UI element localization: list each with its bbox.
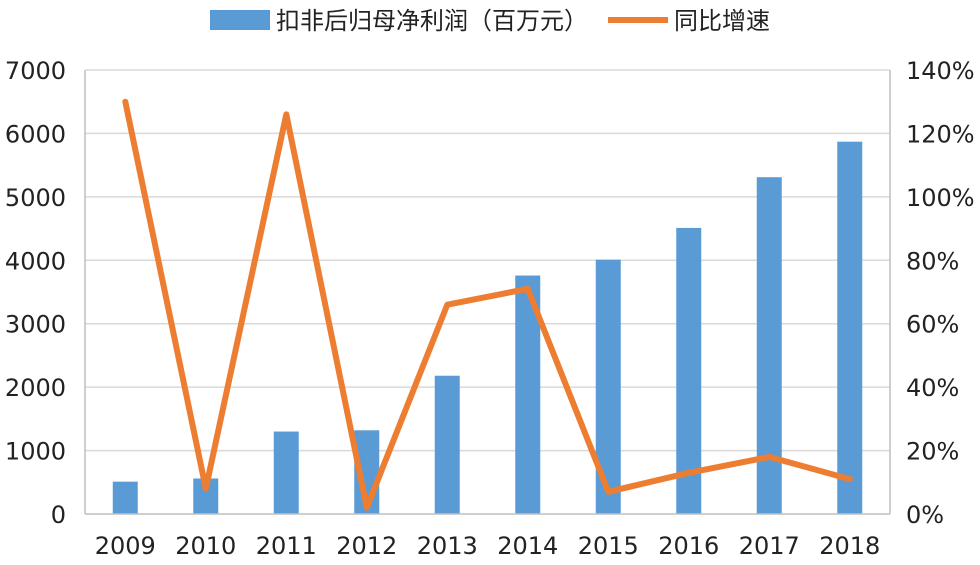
growth-line — [122, 98, 853, 511]
y-right-tick-label: 120% — [906, 120, 975, 148]
y-left-tick-label: 1000 — [5, 438, 66, 466]
legend-label-bar: 扣非后归母净利润（百万元） — [276, 7, 588, 35]
line-point-2011 — [285, 113, 288, 116]
y-left-tick-label: 0 — [51, 501, 66, 529]
y-axis-right-ticks: 0% 20% 40% 60% 80% 100% 120% 140% — [906, 57, 975, 529]
line-point-2017 — [768, 455, 771, 458]
y-right-tick-label: 60% — [906, 311, 959, 339]
x-tick-label: 2017 — [739, 532, 800, 560]
y-right-tick-label: 100% — [906, 184, 975, 212]
line-series — [122, 98, 853, 511]
y-right-tick-label: 20% — [906, 438, 959, 466]
y-left-tick-label: 5000 — [5, 184, 66, 212]
bar-2009 — [112, 481, 138, 514]
y-right-tick-label: 80% — [906, 247, 959, 275]
bar-2013 — [434, 375, 460, 514]
x-tick-label: 2015 — [578, 532, 639, 560]
y-left-tick-label: 3000 — [5, 311, 66, 339]
bar-2016 — [676, 227, 702, 515]
line-point-2016 — [687, 471, 690, 474]
x-tick-label: 2012 — [336, 532, 397, 560]
bar-2011 — [273, 431, 299, 514]
legend: 扣非后归母净利润（百万元） 同比增速 — [210, 7, 770, 35]
line-point-2018 — [848, 478, 851, 481]
bar-2018 — [837, 141, 863, 514]
y-right-tick-label: 40% — [906, 374, 959, 402]
y-right-tick-label: 140% — [906, 57, 975, 85]
grid-lines — [85, 69, 890, 452]
y-left-tick-label: 4000 — [5, 247, 66, 275]
x-tick-label: 2013 — [417, 532, 478, 560]
line-point-2013 — [446, 303, 449, 306]
y-left-tick-label: 2000 — [5, 374, 66, 402]
line-point-2014 — [526, 287, 529, 290]
line-point-2009 — [124, 100, 127, 103]
axes — [84, 70, 891, 515]
line-point-2010 — [204, 487, 207, 490]
legend-swatch-bar — [210, 10, 270, 30]
x-tick-label: 2014 — [497, 532, 558, 560]
bar-2017 — [756, 177, 782, 515]
y-axis-left-ticks: 0 1000 2000 3000 4000 5000 6000 7000 — [5, 57, 66, 529]
x-axis-ticks: 2009 2010 2011 2012 2013 2014 2015 2016 2017 2018 — [95, 532, 881, 560]
x-tick-label: 2010 — [175, 532, 236, 560]
line-point-2015 — [607, 490, 610, 493]
x-tick-label: 2009 — [95, 532, 156, 560]
legend-label-line: 同比增速 — [674, 7, 770, 35]
x-tick-label: 2011 — [256, 532, 317, 560]
line-point-2012 — [365, 506, 368, 509]
y-left-tick-label: 7000 — [5, 57, 66, 85]
y-left-tick-label: 6000 — [5, 120, 66, 148]
y-right-tick-label: 0% — [906, 501, 944, 529]
x-tick-label: 2016 — [658, 532, 719, 560]
x-tick-label: 2018 — [819, 532, 880, 560]
